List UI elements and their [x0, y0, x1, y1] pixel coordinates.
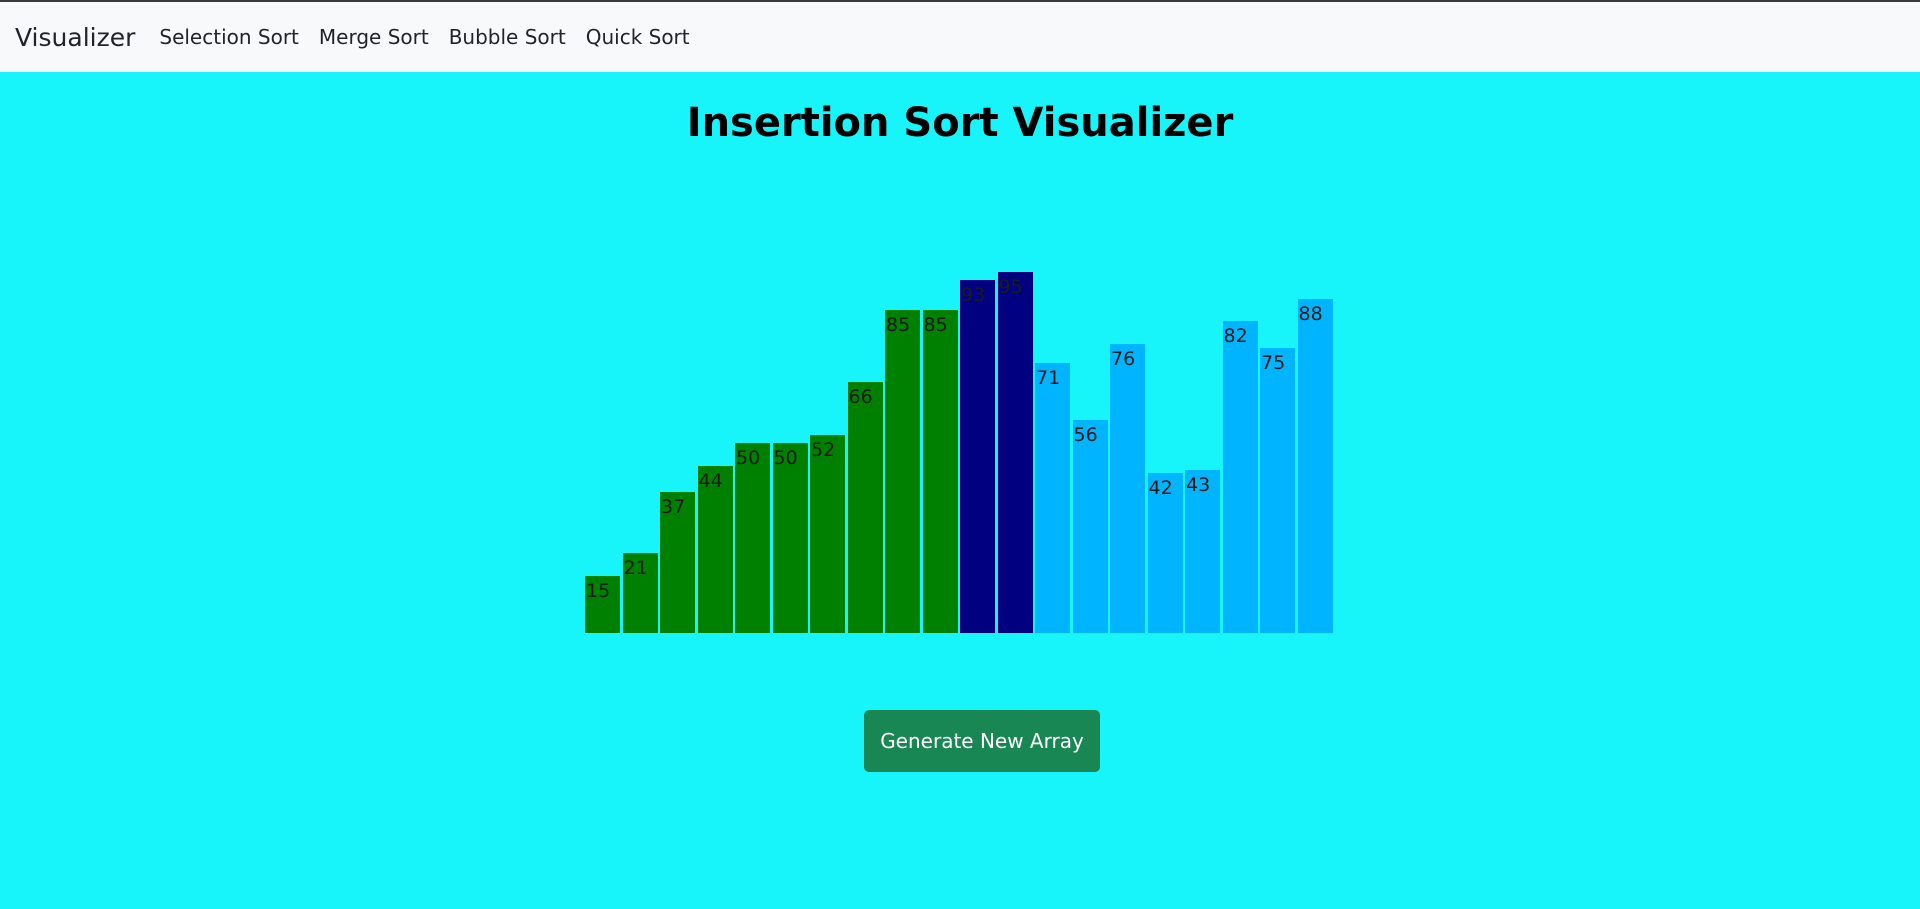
- bar-value-label: 42: [1148, 477, 1173, 500]
- array-bar: 95: [997, 272, 1033, 633]
- array-bar: 15: [585, 576, 620, 633]
- bar-value-label: 56: [1073, 424, 1098, 447]
- navbar: Visualizer Selection Sort Merge Sort Bub…: [0, 2, 1920, 72]
- array-bar: 93: [960, 279, 995, 633]
- bar-value-label: 75: [1261, 352, 1286, 374]
- bar-value-label: 71: [1036, 367, 1061, 390]
- array-bar: 56: [1072, 420, 1108, 633]
- array-bar: 42: [1147, 473, 1183, 633]
- array-bar: 71: [1035, 363, 1070, 633]
- bar-value-label: 21: [623, 557, 648, 580]
- bar-value-label: 88: [1298, 302, 1323, 325]
- array-bar: 50: [772, 443, 808, 633]
- bar-value-label: 82: [1223, 325, 1248, 348]
- bar-value-label: 76: [1111, 348, 1136, 371]
- array-bar: 85: [922, 310, 958, 633]
- array-bar: 66: [847, 382, 883, 633]
- array-bar: 21: [622, 553, 658, 633]
- bar-value-label: 15: [586, 580, 611, 602]
- nav-bubble-sort[interactable]: Bubble Sort: [448, 25, 566, 49]
- bar-value-label: 93: [961, 283, 986, 306]
- bar-value-label: 85: [923, 314, 948, 336]
- brand-link[interactable]: Visualizer: [15, 22, 136, 52]
- bar-value-label: 52: [811, 439, 836, 462]
- generate-new-array-button[interactable]: Generate New Array: [864, 710, 1100, 772]
- array-bar: 52: [810, 435, 845, 633]
- nav-quick-sort[interactable]: Quick Sort: [585, 25, 690, 49]
- array-bar: 44: [697, 465, 733, 633]
- nav-selection-sort[interactable]: Selection Sort: [159, 25, 299, 49]
- page-title: Insertion Sort Visualizer: [686, 100, 1234, 146]
- bar-value-label: 95: [998, 276, 1023, 298]
- array-bar: 37: [660, 492, 695, 633]
- array-bar: 76: [1110, 344, 1145, 633]
- array-bar: 85: [885, 310, 920, 633]
- bar-value-label: 50: [773, 447, 798, 469]
- bar-value-label: 66: [848, 386, 873, 409]
- array-bar: 43: [1185, 469, 1220, 633]
- window-top-border: [0, 0, 1920, 2]
- array-bar: 75: [1260, 348, 1295, 633]
- bar-value-label: 44: [698, 469, 723, 492]
- bar-chart: 15 21 37 44 50 50 52 66 85 85 93 95 71 56 76 42 43 82 75 88: [585, 200, 1333, 633]
- bar-value-label: 43: [1186, 473, 1211, 496]
- array-bar: 82: [1222, 321, 1258, 633]
- bar-value-label: 37: [661, 496, 686, 519]
- bar-value-label: 50: [736, 447, 761, 469]
- array-bar: 88: [1297, 298, 1333, 633]
- bar-value-label: 85: [886, 314, 911, 336]
- array-bar: 50: [735, 443, 770, 633]
- nav-merge-sort[interactable]: Merge Sort: [318, 25, 429, 49]
